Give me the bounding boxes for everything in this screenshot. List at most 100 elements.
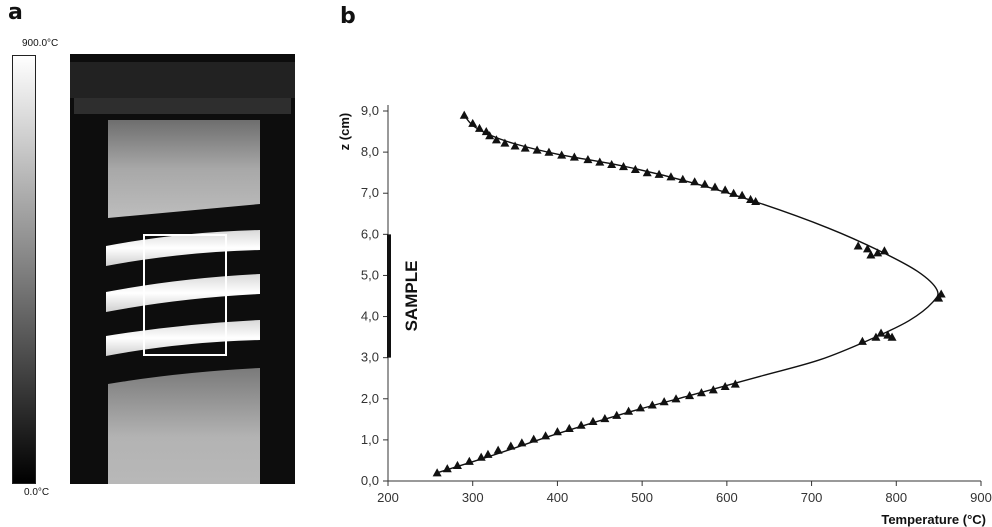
data-point-triangle — [506, 441, 516, 450]
top-rim — [74, 98, 291, 114]
data-point-triangle — [887, 332, 897, 341]
data-point-triangle — [468, 118, 478, 127]
x-tick-label: 600 — [716, 490, 738, 505]
sample-region-box — [143, 234, 227, 356]
data-point-triangle — [576, 420, 586, 429]
panel-b-letter: b — [340, 4, 356, 29]
data-point-triangle — [520, 143, 530, 152]
data-point-triangle — [862, 244, 872, 253]
data-point-triangle — [485, 131, 495, 140]
data-point-triangle — [630, 164, 640, 173]
data-point-triangle — [708, 385, 718, 394]
data-point-triangle — [564, 423, 574, 432]
data-point-triangle — [595, 157, 605, 166]
data-point-triangle — [600, 414, 610, 423]
x-tick-label: 400 — [547, 490, 569, 505]
data-point-triangle — [569, 152, 579, 161]
data-point-triangle — [720, 185, 730, 194]
data-point-triangle — [459, 110, 469, 119]
data-point-triangle — [647, 400, 657, 409]
data-point-triangle — [936, 289, 946, 298]
data-point-triangle — [481, 127, 491, 136]
data-point-triangle — [493, 445, 503, 454]
x-tick-label: 300 — [462, 490, 484, 505]
data-point-triangle — [635, 403, 645, 412]
data-point-triangle — [607, 159, 617, 169]
data-point-triangle — [730, 379, 740, 388]
data-point-triangle — [552, 427, 562, 436]
data-point-triangle — [557, 150, 567, 159]
data-point-triangle — [710, 182, 720, 191]
data-point-triangle — [678, 174, 688, 183]
data-point-triangle — [671, 394, 681, 403]
fit-curve — [436, 114, 939, 474]
data-point-triangle — [483, 449, 493, 458]
data-point-triangle — [464, 456, 474, 465]
y-tick-label: 2,0 — [361, 391, 379, 406]
data-point-triangle — [588, 416, 598, 425]
data-point-triangle — [737, 190, 747, 199]
data-point-triangle — [432, 468, 442, 477]
data-point-triangle — [510, 141, 520, 150]
data-point-triangle — [452, 460, 462, 469]
x-tick-label: 800 — [885, 490, 907, 505]
data-point-triangle — [751, 196, 761, 206]
y-tick-label: 0,0 — [361, 473, 379, 488]
data-point-triangle — [866, 250, 876, 259]
x-tick-label: 900 — [970, 490, 992, 505]
data-point-triangle — [476, 452, 486, 461]
data-point-triangle — [624, 406, 634, 415]
data-point-triangle — [517, 438, 527, 447]
data-point-triangle — [729, 188, 739, 197]
panel-a-letter: a — [8, 0, 23, 25]
data-point-triangle — [532, 145, 542, 154]
x-tick-label: 700 — [801, 490, 823, 505]
data-point-triangle — [873, 248, 883, 257]
data-point-triangle — [612, 410, 622, 419]
y-tick-label: 7,0 — [361, 185, 379, 200]
sample-label: SAMPLE — [402, 261, 421, 332]
y-tick-label: 6,0 — [361, 226, 379, 241]
colorbar-max-label: 900.0°C — [22, 38, 59, 49]
data-point-triangle — [442, 464, 452, 473]
data-point-triangle — [746, 194, 756, 203]
data-point-triangle — [720, 381, 730, 391]
data-point-triangle — [619, 162, 629, 171]
data-point-triangle — [654, 169, 664, 178]
data-point-triangle — [876, 328, 886, 337]
temperature-colorbar — [12, 55, 36, 484]
y-tick-label: 5,0 — [361, 267, 379, 282]
y-tick-label: 3,0 — [361, 350, 379, 365]
data-point-triangle — [700, 179, 710, 188]
upper-cylinder — [108, 120, 260, 218]
data-point-triangle — [879, 246, 889, 255]
data-point-triangle — [871, 332, 881, 341]
x-tick-label: 200 — [377, 490, 399, 505]
data-point-triangle — [659, 397, 669, 406]
data-point-triangle — [696, 388, 706, 397]
y-tick-label: 9,0 — [361, 103, 379, 118]
data-point-triangle — [491, 135, 501, 144]
y-tick-label: 8,0 — [361, 144, 379, 159]
data-point-triangle — [474, 123, 484, 132]
data-point-triangle — [690, 177, 700, 186]
data-point-triangle — [500, 138, 510, 147]
x-axis-title: Temperature (°C) — [881, 512, 986, 527]
lower-cylinder — [108, 368, 260, 484]
x-tick-label: 500 — [631, 490, 653, 505]
data-point-triangle — [685, 390, 695, 400]
data-point-triangle — [583, 155, 593, 164]
thermal-image — [70, 54, 295, 484]
data-point-triangle — [541, 431, 551, 440]
data-point-triangle — [642, 168, 652, 177]
y-tick-label: 1,0 — [361, 432, 379, 447]
data-point-triangle — [853, 241, 863, 250]
y-axis-title: z (cm) — [337, 113, 352, 151]
data-point-triangle — [857, 336, 867, 345]
data-point-triangle — [934, 293, 944, 302]
data-point-triangle — [544, 147, 554, 156]
colorbar-min-label: 0.0°C — [24, 487, 50, 498]
y-tick-label: 4,0 — [361, 309, 379, 324]
top-cap — [70, 62, 295, 98]
